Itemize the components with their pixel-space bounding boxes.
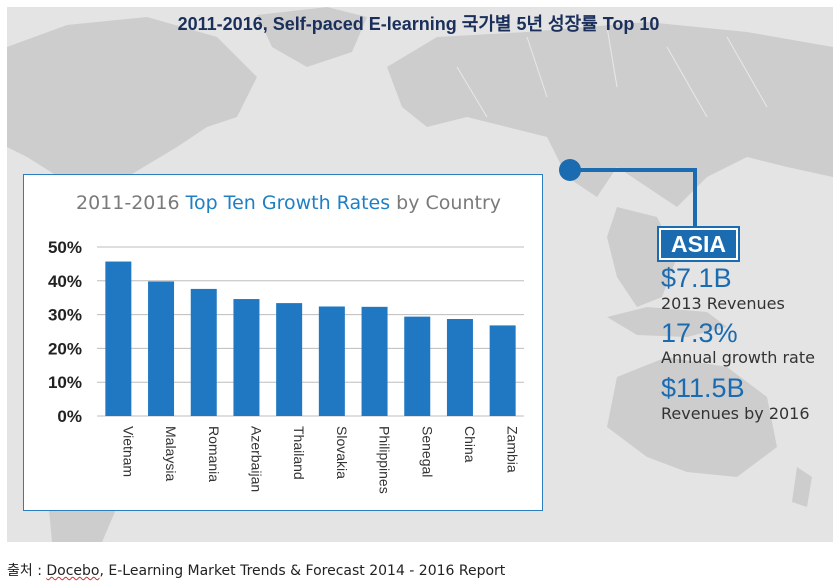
stat-value: $7.1 <box>661 263 714 293</box>
chart-title-prefix: 2011-2016 <box>76 192 186 214</box>
bar-zambia <box>489 325 516 416</box>
source-prefix: 출처 : <box>7 563 47 579</box>
indonesia-landmass <box>607 307 727 337</box>
x-tick-label: China <box>462 426 478 463</box>
x-tick-label: Slovakia <box>334 426 350 479</box>
new-zealand-landmass <box>792 467 812 507</box>
source-name: Docebo <box>46 563 100 579</box>
region-badge: ASIA <box>657 226 740 262</box>
location-marker-icon <box>559 159 581 181</box>
page-title: 2011-2016, Self-paced E-learning 국가별 5년 … <box>177 14 660 34</box>
y-tick-label: 30% <box>48 306 82 325</box>
stat-value: 17.3 <box>661 318 714 348</box>
bar-philippines <box>361 306 388 416</box>
stat-value: $11.5 <box>661 373 727 403</box>
bar-senegal <box>404 316 431 416</box>
x-tick-label: Azerbaijan <box>248 426 264 492</box>
chart-title: 2011-2016 Top Ten Growth Rates by Countr… <box>76 192 501 214</box>
bar-romania <box>190 288 217 416</box>
greenland-landmass <box>257 7 367 67</box>
x-tick-label: Malaysia <box>163 426 179 481</box>
stat-unit: B <box>713 263 732 293</box>
y-tick-label: 0% <box>57 407 82 426</box>
chart-panel: 2011-2016 Top Ten Growth Rates by Countr… <box>23 174 543 511</box>
chart-title-highlight: Top Ten Growth Rates <box>185 192 391 214</box>
stat-caption: Annual growth rate <box>661 348 815 367</box>
bar-vietnam <box>105 261 132 416</box>
x-tick-label: Senegal <box>419 426 435 477</box>
x-tick-label: Zambia <box>505 426 521 473</box>
europe-asia-landmass <box>387 22 833 207</box>
x-tick-label: Romania <box>206 426 222 482</box>
bar-slovakia <box>318 306 345 416</box>
source-citation: 출처 : Docebo, E-Learning Market Trends & … <box>7 560 505 580</box>
bar-chart: 0% 10% 20% 30% 40% 50% Vietnam Malaysia Romania A… <box>48 238 524 494</box>
source-rest: , E-Learning Market Trends & Forecast 20… <box>99 563 506 579</box>
y-tick-label: 20% <box>48 339 82 358</box>
y-tick-label: 50% <box>48 238 82 257</box>
y-tick-label: 10% <box>48 373 82 392</box>
stat-revenue-2016: $11.5B <box>661 374 745 402</box>
y-tick-label: 40% <box>48 272 82 291</box>
world-map <box>7 7 833 542</box>
stat-caption: Revenues by 2016 <box>661 404 810 423</box>
stat-unit: % <box>713 318 738 348</box>
bar-azerbaijan <box>233 299 260 416</box>
chart-title-suffix: by Country <box>390 192 502 214</box>
north-america-landmass <box>7 17 257 182</box>
stat-caption: 2013 Revenues <box>661 294 785 313</box>
connector-line <box>570 168 697 230</box>
bar-china <box>446 318 473 416</box>
stat-revenue-2013: $7.1B <box>661 264 732 292</box>
x-tick-label: Thailand <box>291 426 307 480</box>
x-tick-label: Philippines <box>377 426 393 494</box>
x-tick-label: Vietnam <box>120 426 136 477</box>
stat-unit: B <box>726 373 745 403</box>
bar-thailand <box>276 303 303 416</box>
stat-growth-rate: 17.3% <box>661 319 738 347</box>
australia-landmass <box>607 357 777 477</box>
bar-malaysia <box>148 281 175 416</box>
